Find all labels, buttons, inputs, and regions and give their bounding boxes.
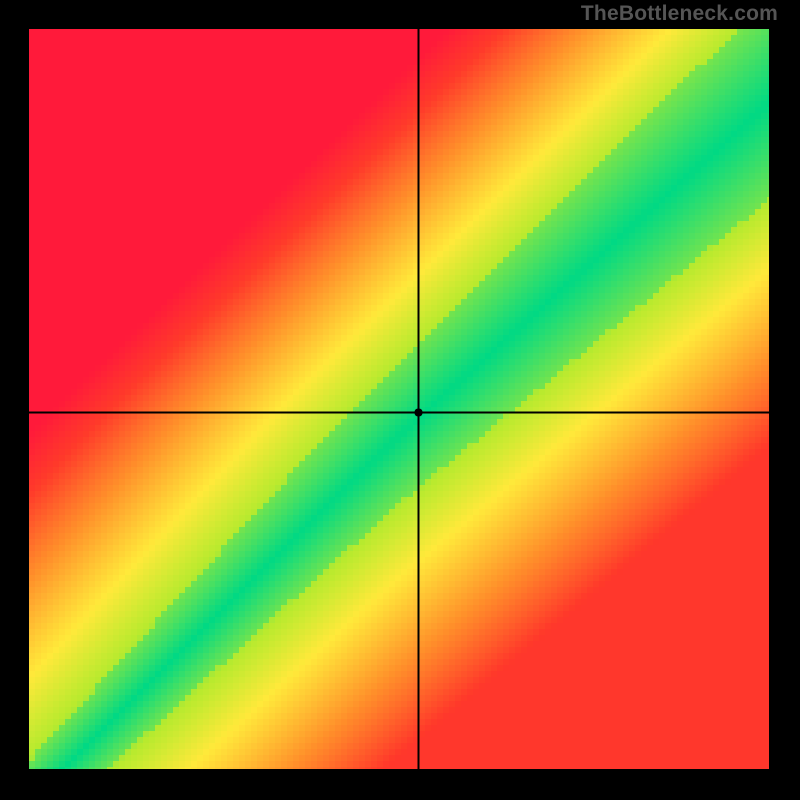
crosshair-overlay (29, 29, 769, 769)
watermark-text: TheBottleneck.com (581, 2, 778, 26)
chart-container: { "watermark": { "text": "TheBottleneck.… (0, 0, 800, 800)
